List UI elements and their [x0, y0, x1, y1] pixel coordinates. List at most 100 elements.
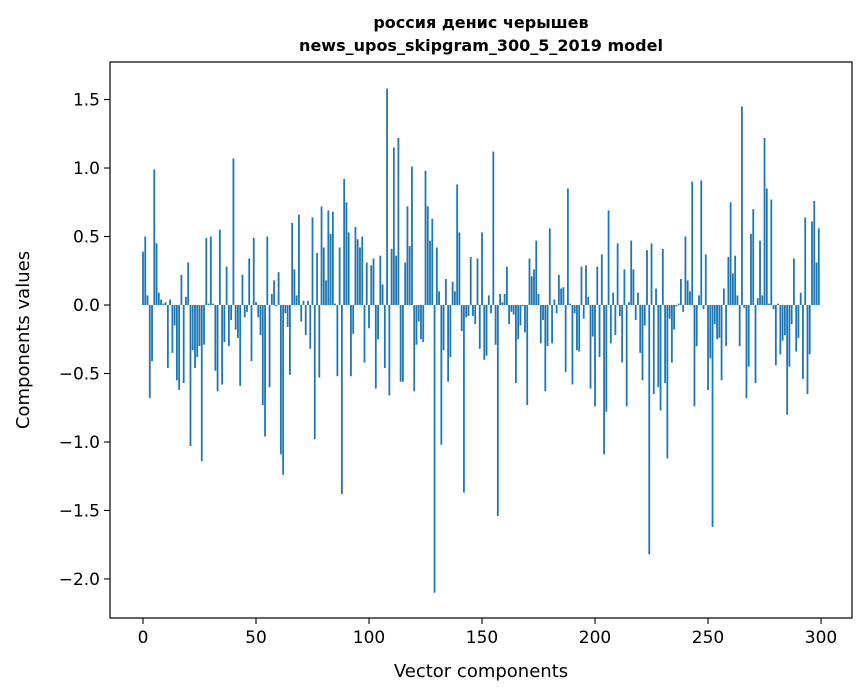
bar-component-294 [806, 305, 809, 395]
bar-component-94 [354, 226, 357, 306]
bar-component-37 [225, 266, 228, 306]
bar-component-178 [544, 305, 547, 392]
bar-component-9 [162, 303, 165, 306]
bar-component-186 [562, 287, 565, 306]
bar-component-7 [157, 292, 160, 306]
bar-component-133 [442, 305, 445, 351]
bar-component-298 [815, 262, 818, 306]
bar-component-266 [743, 305, 746, 308]
bar-component-66 [291, 222, 294, 306]
bar-component-47 [248, 258, 251, 306]
bar-component-98 [363, 305, 366, 363]
bar-component-242 [689, 291, 691, 306]
bar-component-183 [555, 305, 558, 314]
bar-component-100 [368, 305, 370, 329]
bar-component-223 [646, 250, 648, 306]
bar-component-262 [734, 255, 737, 306]
bar-component-95 [356, 239, 359, 306]
bar-component-281 [777, 303, 779, 306]
bar-component-235 [673, 305, 676, 330]
bar-component-6 [155, 243, 158, 306]
bar-component-208 [612, 292, 615, 306]
bar-component-284 [783, 305, 786, 336]
bar-component-181 [551, 305, 553, 344]
bar-component-147 [474, 305, 477, 325]
bar-component-251 [709, 305, 712, 359]
bar-component-73 [307, 300, 309, 306]
bar-component-192 [576, 305, 578, 351]
bar-component-62 [282, 305, 285, 475]
bar-component-58 [273, 280, 275, 306]
bar-component-299 [817, 228, 820, 306]
bar-component-263 [736, 295, 739, 306]
bar-component-51 [257, 305, 260, 318]
bar-component-200 [594, 305, 596, 407]
bar-component-179 [546, 305, 549, 347]
bar-component-273 [759, 240, 761, 306]
bar-component-225 [650, 243, 653, 306]
bar-component-111 [392, 147, 395, 306]
bar-component-247 [700, 180, 703, 306]
bar-component-29 [207, 303, 210, 306]
bar-component-212 [621, 305, 624, 363]
bar-component-114 [399, 305, 402, 382]
bar-component-166 [517, 305, 520, 340]
bar-component-152 [485, 305, 488, 356]
bar-component-117 [406, 206, 409, 306]
bar-component-127 [429, 240, 431, 306]
bar-component-217 [632, 269, 635, 306]
bar-component-107 [383, 305, 386, 369]
bar-component-1 [144, 236, 147, 306]
bar-component-3 [148, 305, 151, 399]
bar-component-131 [438, 291, 440, 306]
bar-component-123 [420, 305, 422, 340]
bar-component-91 [347, 232, 350, 306]
bar-component-222 [643, 305, 646, 326]
bar-component-101 [370, 265, 373, 306]
bar-component-238 [680, 278, 682, 306]
y-axis-label: Components values [13, 251, 34, 429]
bar-component-233 [668, 305, 671, 319]
bar-component-213 [623, 269, 626, 306]
bar-component-188 [566, 188, 569, 306]
bar-component-4 [151, 305, 153, 362]
x-tick-label: 50 [245, 628, 267, 648]
bar-component-85 [334, 303, 337, 306]
bar-component-14 [173, 305, 176, 326]
bar-component-201 [596, 266, 599, 306]
bar-component-121 [415, 305, 418, 345]
x-tick-label: 100 [353, 628, 385, 648]
bar-component-112 [395, 255, 398, 306]
bar-component-113 [397, 137, 400, 306]
bar-component-145 [469, 257, 472, 306]
bar-component-79 [320, 206, 323, 306]
bar-component-153 [487, 295, 490, 306]
bar-component-288 [793, 258, 795, 306]
y-axis: −2.0 −1.5 −1.0 −0.5 0.0 0.5 1.0 1.5 [59, 91, 110, 590]
bar-component-291 [799, 292, 802, 306]
bar-component-275 [763, 137, 766, 306]
bar-component-60 [277, 272, 280, 306]
bar-component-50 [255, 302, 257, 306]
axes-frame [109, 61, 853, 619]
bar-component-76 [313, 305, 316, 440]
bar-component-77 [316, 252, 318, 306]
bar-component-229 [659, 305, 662, 411]
bar-component-43 [239, 305, 242, 386]
bar-component-150 [481, 232, 483, 306]
bar-component-180 [548, 228, 551, 306]
bar-component-164 [512, 305, 515, 315]
bar-component-140 [458, 232, 461, 306]
bar-component-237 [677, 303, 680, 306]
bar-component-0 [142, 251, 144, 306]
bar-component-8 [160, 299, 162, 306]
bar-component-87 [338, 247, 341, 306]
bar-component-198 [589, 305, 592, 389]
bar-component-227 [655, 288, 657, 306]
bar-component-78 [318, 305, 321, 378]
y-tick-label: −2.0 [59, 570, 100, 590]
bar-component-28 [205, 237, 208, 306]
bar-component-259 [727, 257, 730, 306]
bar-component-219 [637, 292, 639, 306]
bar-component-49 [252, 237, 255, 306]
